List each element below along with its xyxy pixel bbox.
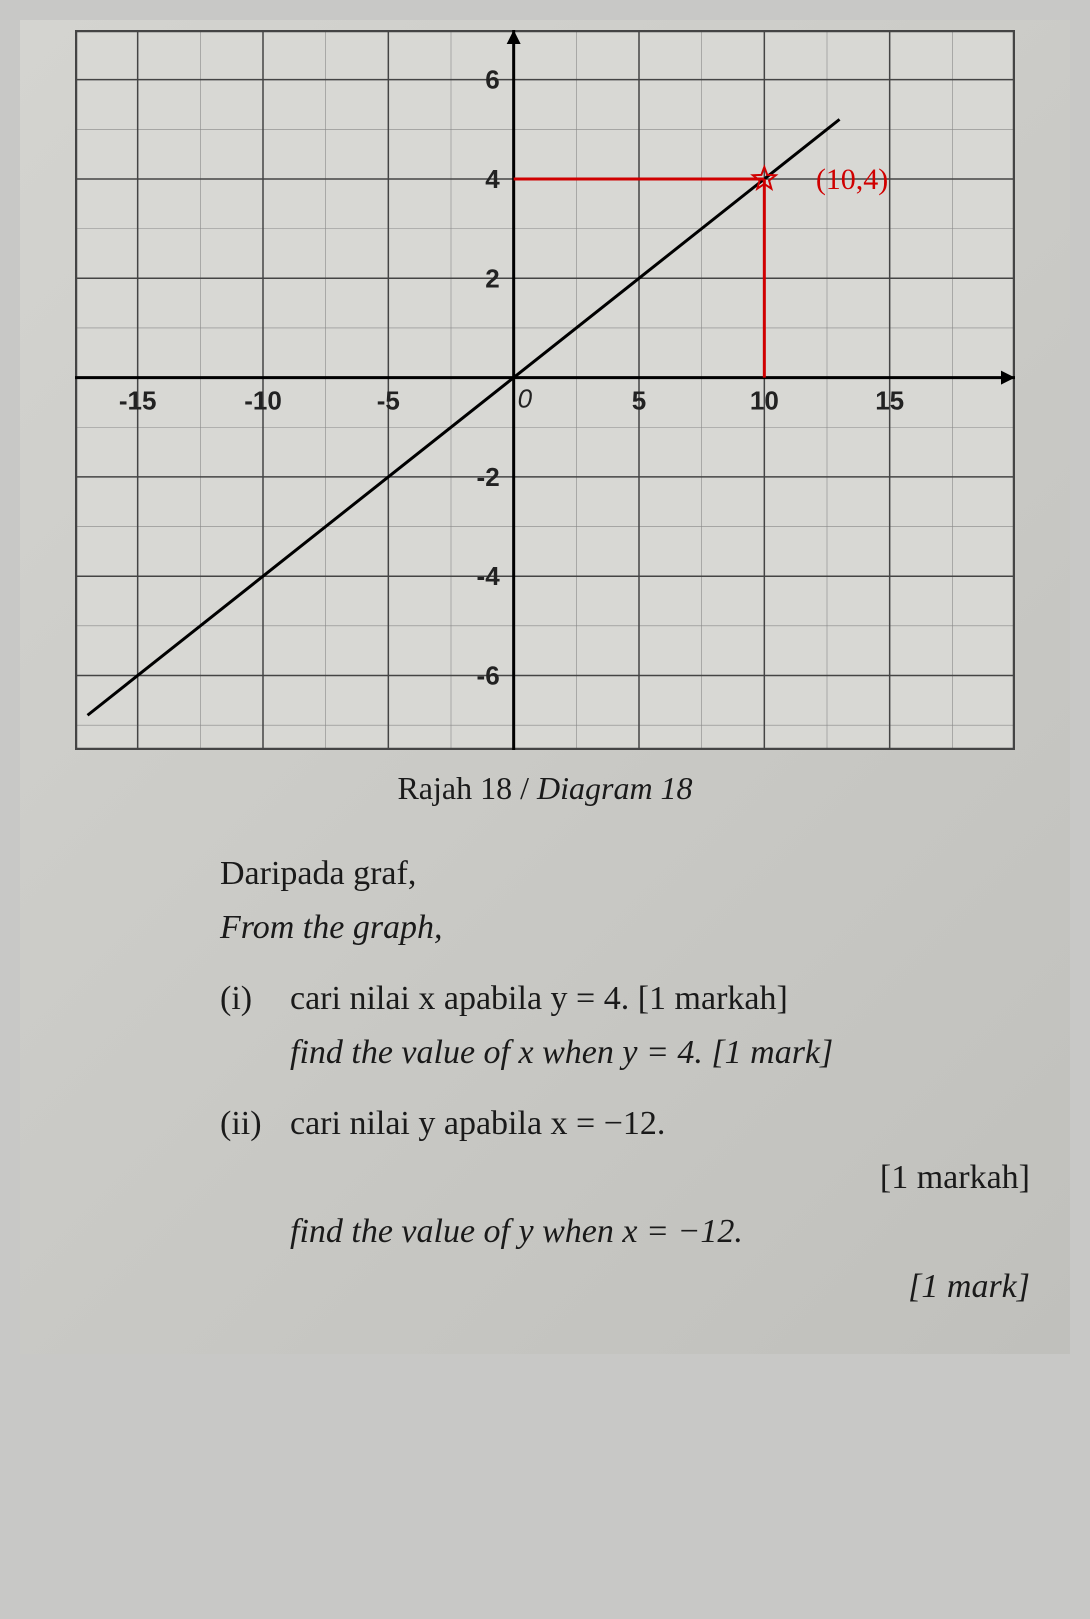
question-num: (ii) <box>220 1097 290 1151</box>
svg-text:15: 15 <box>875 386 904 416</box>
q1-english: find the value of x when y = 4. <box>290 1034 703 1071</box>
caption-english: Diagram 18 <box>537 770 693 806</box>
svg-text:-2: -2 <box>477 462 500 492</box>
svg-text:4: 4 <box>485 164 500 194</box>
question-i: (i) cari nilai x apabila y = 4. [1 marka… <box>220 972 1030 1081</box>
svg-text:-5: -5 <box>377 386 400 416</box>
caption-malay: Rajah 18 <box>397 770 512 806</box>
q1-malay: cari nilai x apabila y = 4. <box>290 980 629 1017</box>
svg-text:5: 5 <box>632 386 646 416</box>
svg-text:(10,4): (10,4) <box>816 163 888 196</box>
graph-diagram: -15-10-551015-6-4-22460xy(10,4) <box>75 30 1015 750</box>
question-num: (i) <box>220 972 290 1026</box>
graph-svg: -15-10-551015-6-4-22460xy(10,4) <box>75 30 1015 750</box>
svg-text:-4: -4 <box>477 561 501 591</box>
question-text: cari nilai y apabila x = −12. [1 markah]… <box>290 1097 1030 1315</box>
q2-malay: cari nilai y apabila x = −12. <box>290 1105 665 1142</box>
q2-english-mark: [1 mark] <box>290 1260 1030 1314</box>
svg-text:-15: -15 <box>119 386 157 416</box>
q2-malay-mark: [1 markah] <box>290 1151 1030 1205</box>
svg-text:10: 10 <box>750 386 779 416</box>
question-block: Daripada graf, From the graph, (i) cari … <box>220 847 1030 1314</box>
svg-text:-6: -6 <box>477 661 500 691</box>
diagram-caption: Rajah 18 / Diagram 18 <box>40 770 1050 807</box>
q1-malay-mark: [1 markah] <box>638 980 788 1017</box>
svg-text:0: 0 <box>518 384 533 414</box>
question-ii: (ii) cari nilai y apabila x = −12. [1 ma… <box>220 1097 1030 1315</box>
intro-malay: Daripada graf, <box>220 847 1030 901</box>
svg-text:2: 2 <box>485 263 499 293</box>
question-text: cari nilai x apabila y = 4. [1 markah] f… <box>290 972 1030 1081</box>
svg-text:6: 6 <box>485 65 499 95</box>
page: -15-10-551015-6-4-22460xy(10,4) Rajah 18… <box>20 20 1070 1354</box>
intro-english: From the graph, <box>220 901 1030 955</box>
svg-text:-10: -10 <box>244 386 282 416</box>
q1-english-mark: [1 mark] <box>711 1034 833 1071</box>
q2-english: find the value of y when x = −12. <box>290 1213 743 1250</box>
caption-sep: / <box>512 770 537 806</box>
